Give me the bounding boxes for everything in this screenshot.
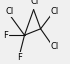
Text: Cl: Cl xyxy=(50,42,59,51)
Text: Cl: Cl xyxy=(50,7,59,16)
Text: Cl: Cl xyxy=(6,7,14,16)
Text: F: F xyxy=(4,31,8,40)
Text: Cl: Cl xyxy=(31,0,39,6)
Text: F: F xyxy=(17,53,22,62)
